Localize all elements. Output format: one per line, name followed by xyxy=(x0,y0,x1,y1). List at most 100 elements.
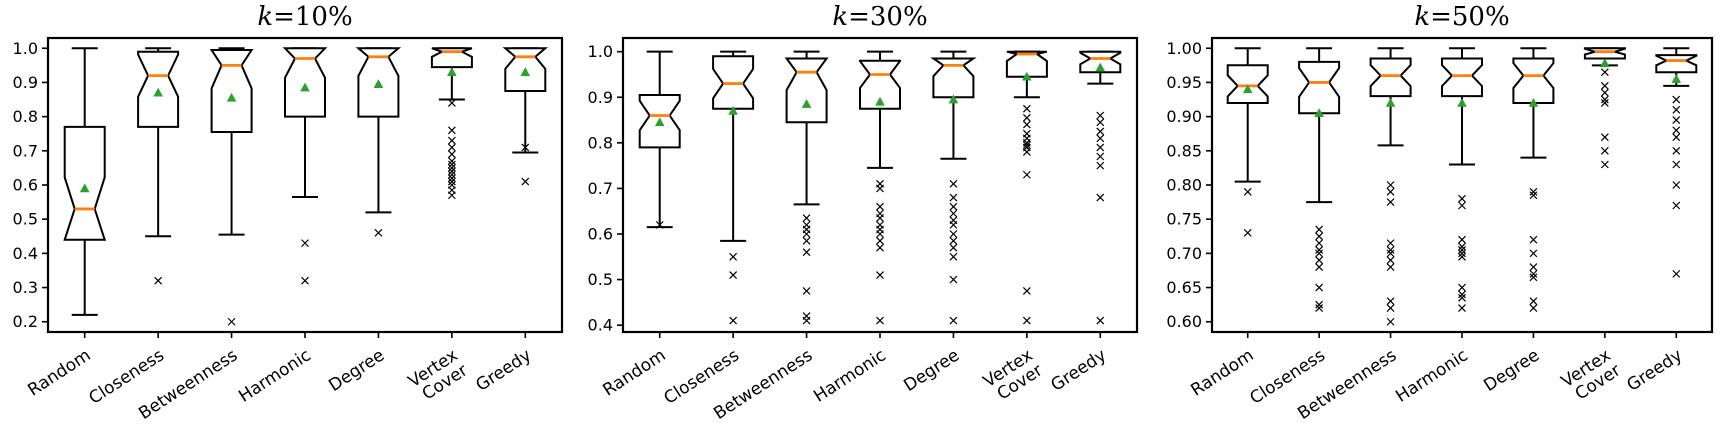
outlier-x-marker xyxy=(447,160,456,169)
y-tick-label: 0.6 xyxy=(13,176,38,195)
outlier-x-marker xyxy=(1315,263,1324,271)
outlier-x-marker xyxy=(447,99,456,107)
boxplot-panel-k30: k=30% 0.4 0.5 0.6 0.7 0.8 0.9 1.0 Random Closenes… xyxy=(575,0,1149,445)
x-tick-label: Greedy xyxy=(1623,345,1686,395)
outlier-x-marker xyxy=(1243,187,1252,196)
x-tick-label: Degree xyxy=(900,345,963,395)
box-body xyxy=(1441,57,1483,98)
outlier-x-marker xyxy=(729,271,738,279)
outlier-x-marker xyxy=(1386,249,1395,258)
outlier-x-marker xyxy=(949,193,958,202)
y-tick-label: 0.5 xyxy=(588,270,613,289)
outlier-x-marker xyxy=(447,174,456,183)
outlier-x-marker xyxy=(1458,242,1466,251)
outlier-x-marker xyxy=(1386,187,1395,196)
y-tick-label: 0.90 xyxy=(1166,107,1202,126)
y-tick-label: 0.8 xyxy=(588,133,613,152)
outlier-x-marker xyxy=(1386,304,1395,312)
outlier-x-marker xyxy=(154,276,163,285)
outlier-x-marker xyxy=(1529,187,1538,196)
box-body xyxy=(63,125,107,241)
boxplot-panel-k50: k=50% 0.60 0.65 0.70 0.75 0.80 0.85 0.90 0.95 1.0… xyxy=(1150,0,1724,445)
outlier-x-marker xyxy=(1096,118,1105,127)
outlier-x-marker xyxy=(876,202,884,211)
y-tick-label: 0.7 xyxy=(13,141,38,160)
outlier-x-marker xyxy=(521,143,530,152)
outlier-x-marker xyxy=(1672,269,1681,278)
outlier-x-marker xyxy=(1022,113,1031,122)
x-tick-label: Greedy xyxy=(472,345,535,395)
outlier-x-marker xyxy=(1529,273,1538,282)
outlier-x-marker xyxy=(1315,246,1324,254)
outlier-x-marker xyxy=(949,236,958,245)
y-tick-label: 0.80 xyxy=(1166,176,1202,195)
outlier-x-marker xyxy=(447,163,456,172)
outlier-x-marker xyxy=(1096,161,1105,170)
outlier-x-marker xyxy=(1600,160,1609,169)
outlier-x-marker xyxy=(1243,228,1252,237)
outlier-x-marker xyxy=(876,214,884,222)
outlier-x-marker xyxy=(1096,111,1105,120)
y-tick-label: 0.70 xyxy=(1166,244,1202,263)
outlier-x-marker xyxy=(1386,198,1395,207)
outlier-x-marker xyxy=(1600,68,1609,77)
mean-triangle-marker xyxy=(1600,58,1610,68)
outlier-x-marker xyxy=(876,243,884,252)
outlier-x-marker xyxy=(949,179,958,188)
outlier-x-marker xyxy=(301,239,309,248)
outlier-x-marker xyxy=(949,220,958,229)
outlier-x-marker xyxy=(949,316,958,325)
boxplot-svg-k30: k=30%0.40.50.60.70.80.91.0RandomClosenes… xyxy=(588,2,1139,424)
outlier-x-marker xyxy=(1096,143,1105,152)
outlier-x-marker xyxy=(1315,256,1324,265)
outlier-x-marker xyxy=(1315,300,1324,309)
outlier-x-marker xyxy=(1458,293,1466,302)
outlier-x-marker xyxy=(1529,269,1538,278)
box-body xyxy=(1226,64,1269,104)
outlier-x-marker xyxy=(876,271,884,279)
outlier-x-marker xyxy=(802,248,811,257)
box-body xyxy=(1655,54,1698,74)
outlier-x-marker xyxy=(1672,95,1681,104)
x-tick-label: Harmonic xyxy=(235,345,314,406)
outlier-x-marker xyxy=(876,316,884,325)
y-tick-label: 0.60 xyxy=(1166,312,1202,331)
outlier-x-marker xyxy=(1458,201,1466,210)
outlier-x-marker xyxy=(447,167,456,176)
box-body xyxy=(1298,60,1341,115)
outlier-x-marker xyxy=(1022,120,1031,129)
y-tick-label: 0.65 xyxy=(1166,278,1202,297)
boxplot-svg-k10: k=10%0.20.30.40.50.60.70.80.91.0RandomCl… xyxy=(13,2,564,424)
y-tick-label: 0.8 xyxy=(13,107,38,126)
mean-triangle-marker xyxy=(79,183,90,193)
outlier-x-marker xyxy=(1315,232,1324,241)
outlier-x-marker xyxy=(1096,127,1105,136)
outlier-x-marker xyxy=(729,252,738,261)
x-tick-label: Degree xyxy=(1480,345,1543,395)
mean-triangle-marker xyxy=(948,94,959,104)
outlier-x-marker xyxy=(1600,88,1609,97)
chart-title: k=50% xyxy=(1414,2,1509,32)
y-tick-label: 0.95 xyxy=(1166,73,1202,92)
outlier-x-marker xyxy=(1529,263,1538,271)
outlier-x-marker xyxy=(949,243,958,252)
mean-triangle-marker xyxy=(300,82,310,92)
outlier-x-marker xyxy=(876,184,884,193)
box-body xyxy=(1079,50,1122,74)
outlier-x-marker xyxy=(1672,116,1681,124)
y-tick-label: 0.4 xyxy=(588,316,613,335)
outlier-x-marker xyxy=(374,228,383,237)
outlier-x-marker xyxy=(1315,249,1324,258)
mean-triangle-marker xyxy=(1022,71,1032,81)
y-tick-label: 0.9 xyxy=(588,88,613,107)
outlier-x-marker xyxy=(1386,263,1395,271)
outlier-x-marker xyxy=(876,230,884,238)
outlier-x-marker xyxy=(1386,256,1395,265)
mean-triangle-marker xyxy=(226,92,237,102)
box-body xyxy=(1369,57,1412,98)
mean-triangle-marker xyxy=(1671,74,1682,83)
outlier-x-marker xyxy=(1600,99,1609,107)
outlier-x-marker xyxy=(1315,239,1324,248)
outlier-x-marker xyxy=(1022,141,1031,150)
y-tick-label: 1.00 xyxy=(1166,39,1202,58)
